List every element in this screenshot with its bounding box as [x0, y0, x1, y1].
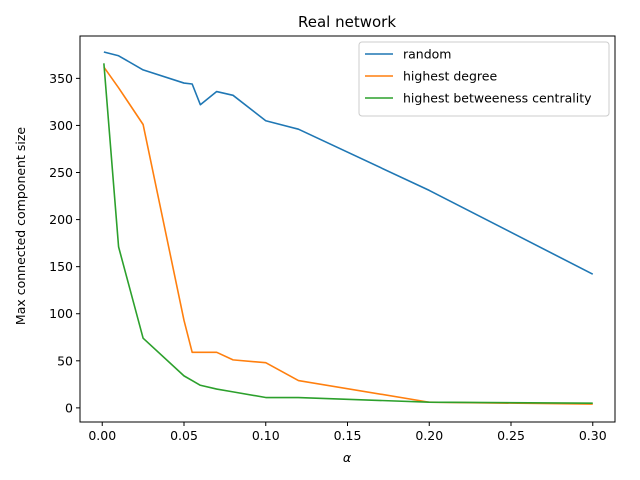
- y-axis: 0 50 100 150 200 250 300 350: [49, 71, 80, 415]
- y-tick-label: 0: [65, 400, 73, 415]
- series-line-1: [103, 66, 593, 405]
- legend: random highest degree highest betweeness c…: [358, 41, 610, 117]
- x-tick-label: 0.15: [334, 428, 362, 443]
- y-tick-label: 250: [49, 165, 73, 180]
- chart-title: Real network: [298, 13, 396, 31]
- legend-entry-1: highest degree: [403, 69, 497, 84]
- series-line-0: [103, 51, 594, 275]
- y-tick-label: 300: [49, 118, 73, 133]
- x-tick-label: 0.30: [579, 428, 607, 443]
- x-axis: 0.00 0.05 0.10 0.15 0.20 0.25 0.30: [88, 422, 607, 443]
- x-tick-label: 0.05: [170, 428, 198, 443]
- y-tick-label: 200: [49, 212, 73, 227]
- x-axis-label: α: [343, 450, 352, 465]
- x-tick-label: 0.20: [415, 428, 443, 443]
- legend-box: [358, 41, 610, 117]
- y-tick-label: 100: [49, 306, 73, 321]
- x-tick-label: 0.00: [88, 428, 116, 443]
- x-tick-label: 0.25: [497, 428, 525, 443]
- y-tick-label: 150: [49, 259, 73, 274]
- y-axis-label: Max connected component size: [13, 127, 28, 325]
- y-tick-label: 50: [57, 353, 73, 368]
- legend-entry-2: highest betweeness centrality: [403, 91, 592, 106]
- x-tick-label: 0.10: [252, 428, 280, 443]
- y-tick-label: 350: [49, 71, 73, 86]
- series-line-2: [103, 63, 593, 404]
- legend-entry-0: random: [403, 47, 451, 62]
